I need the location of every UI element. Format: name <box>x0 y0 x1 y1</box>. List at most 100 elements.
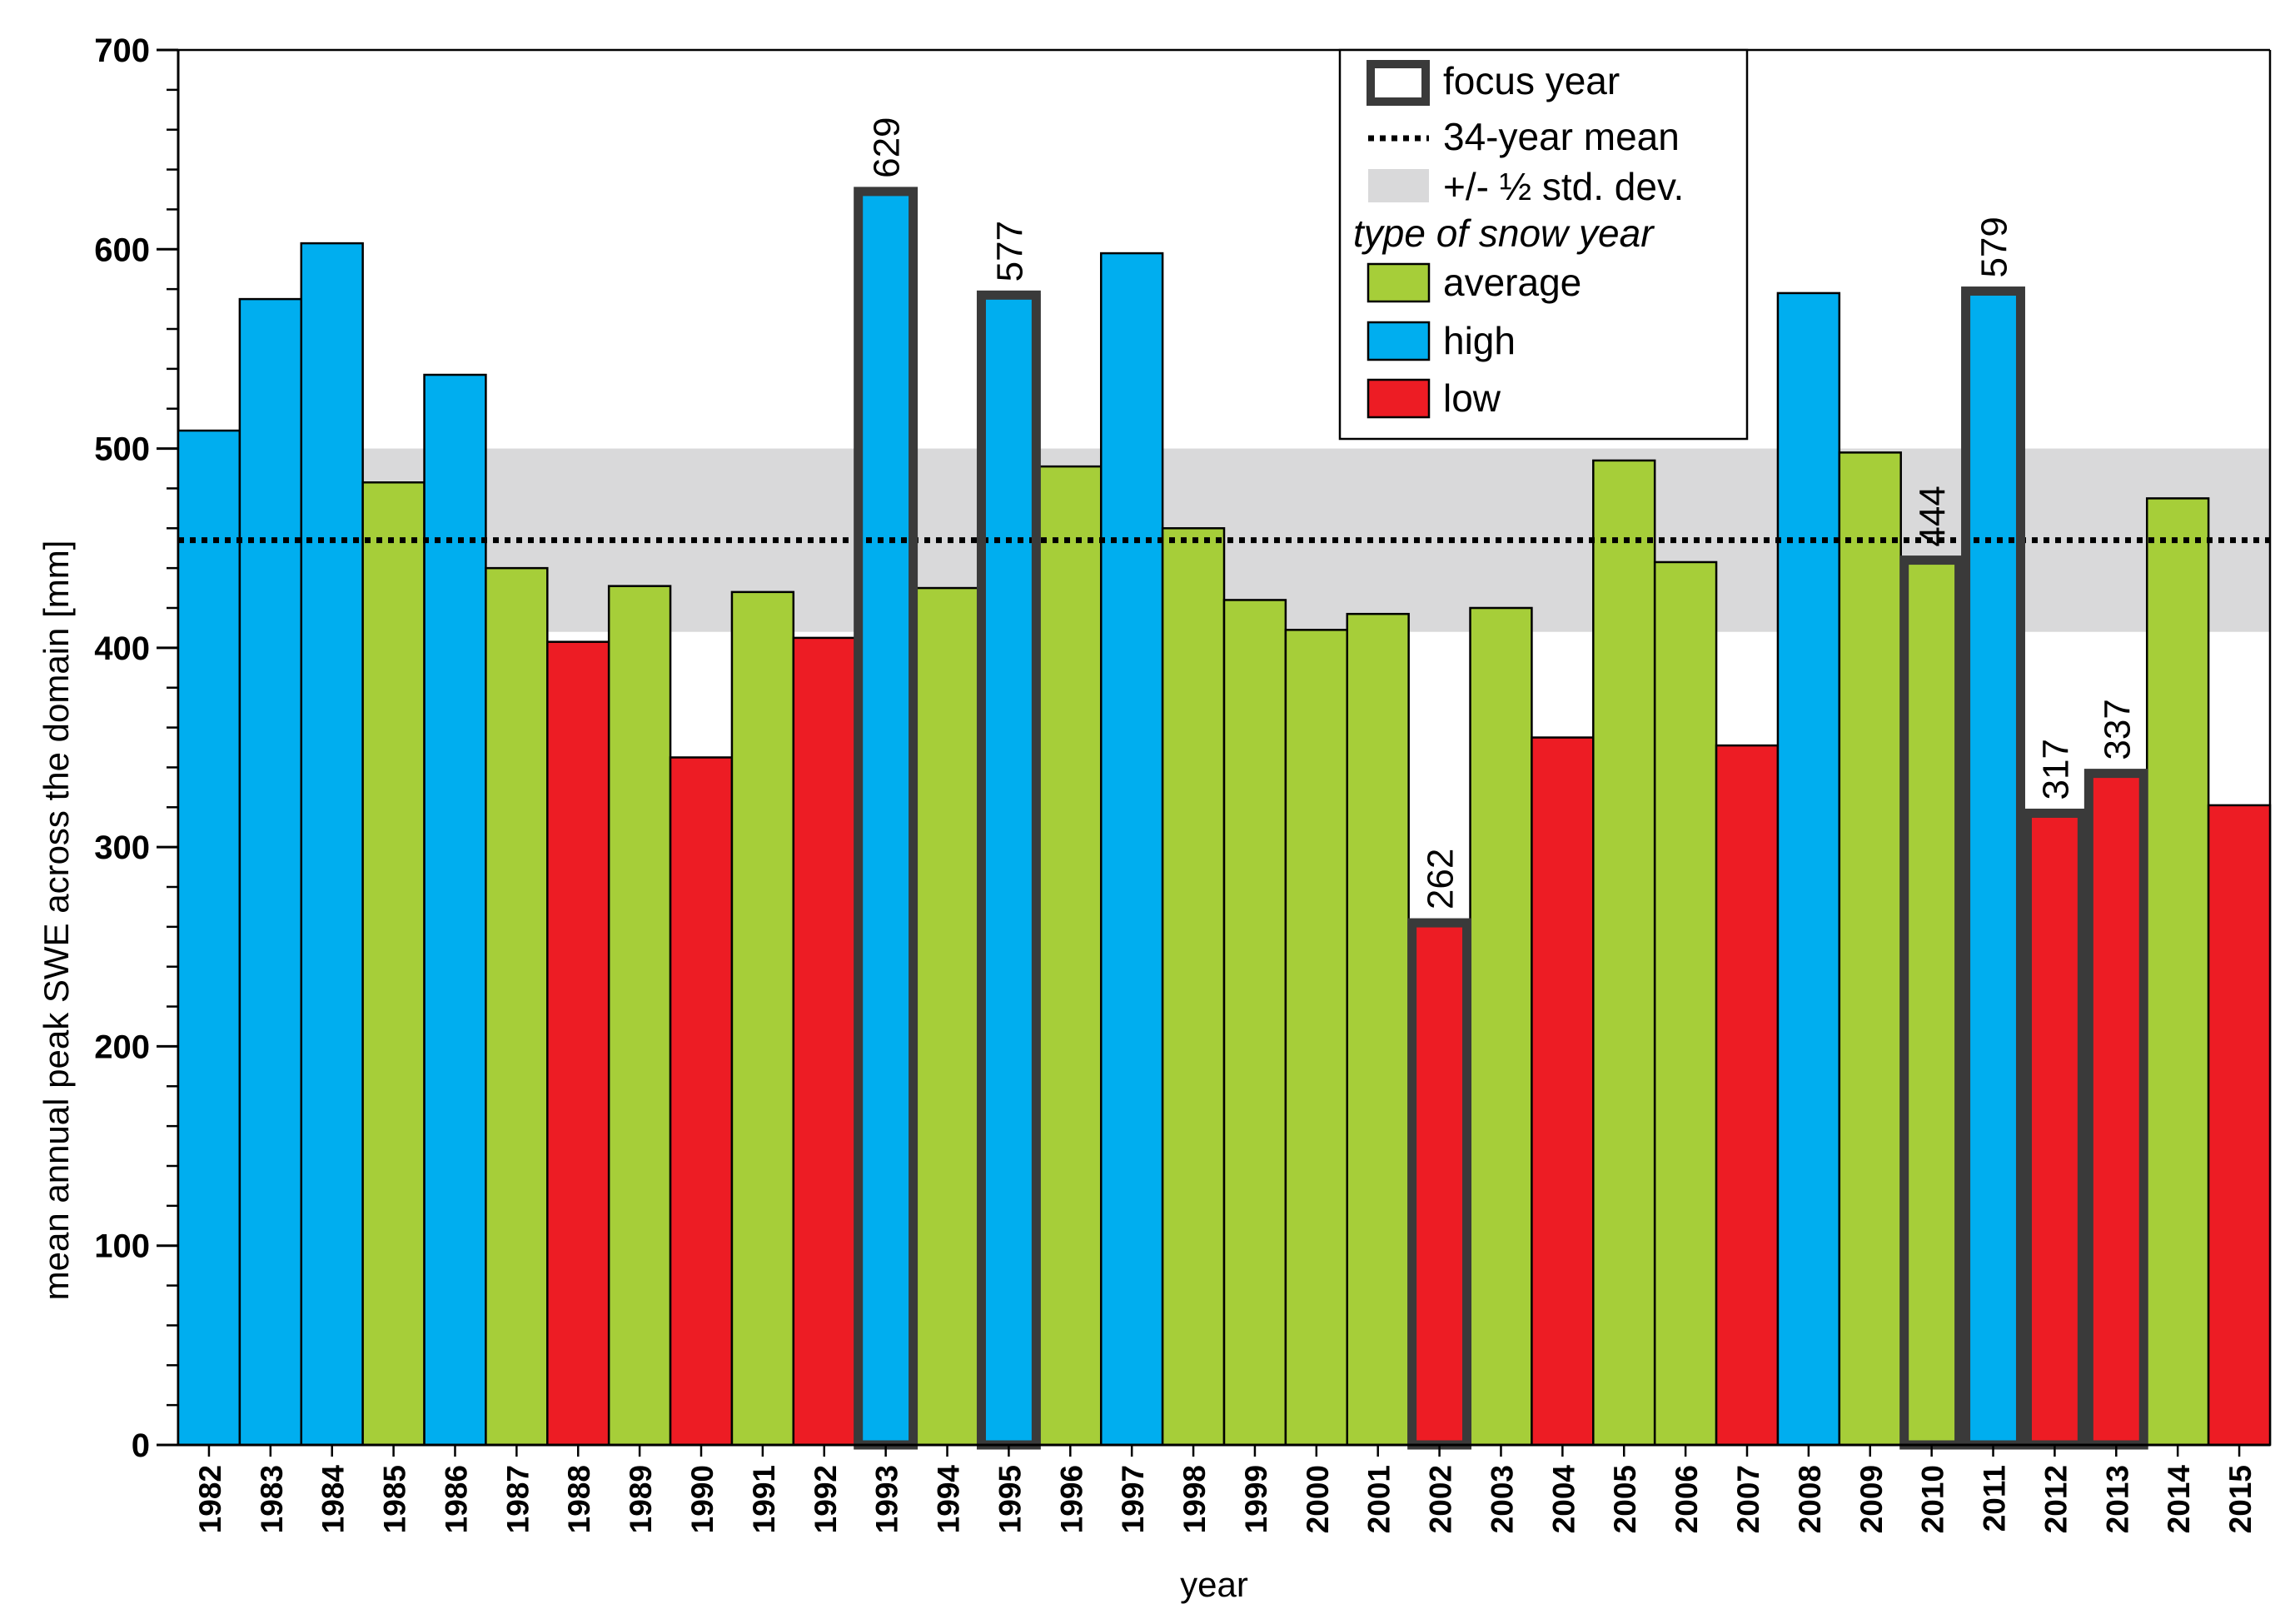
y-tick-label: 300 <box>94 829 150 866</box>
bar-1982 <box>177 429 241 1447</box>
bar-1995 <box>977 294 1041 1447</box>
bar-2000 <box>1284 629 1349 1447</box>
bar-1985 <box>361 481 426 1447</box>
legend-low-swatch <box>1367 378 1431 419</box>
x-tick-label: 1996 <box>1054 1465 1088 1533</box>
bar-2003 <box>1469 606 1533 1447</box>
bar-1996 <box>1038 465 1103 1447</box>
x-tick-label: 1991 <box>747 1465 781 1533</box>
bar-2011 <box>1961 290 2025 1447</box>
bar-1993 <box>854 190 918 1447</box>
legend: focus year 34-year mean +/- ½ std. dev. … <box>1338 48 1749 441</box>
y-tick-label: 400 <box>94 630 150 667</box>
bar-1991 <box>730 590 795 1447</box>
x-tick-label: 2005 <box>1608 1465 1642 1533</box>
focus-value-label-1993: 629 <box>867 117 908 177</box>
x-tick-label: 2010 <box>1916 1465 1950 1533</box>
legend-high-label: high <box>1443 319 1516 362</box>
y-tick-label: 0 <box>132 1427 150 1464</box>
x-tick-label: 2003 <box>1485 1465 1519 1533</box>
bar-2005 <box>1592 459 1656 1447</box>
focus-value-label-2010: 444 <box>1913 486 1954 546</box>
x-tick-label: 1983 <box>255 1465 289 1533</box>
bar-1983 <box>238 297 303 1447</box>
x-tick-label: 2008 <box>1793 1465 1827 1533</box>
legend-band-swatch <box>1368 169 1429 202</box>
legend-band-label: +/- ½ std. dev. <box>1443 165 1684 208</box>
x-tick-label: 2006 <box>1670 1465 1704 1533</box>
x-axis-layer: 1982 1983 1984 1985 1986 1987 1988 1989 1990 1991… <box>178 1443 2270 1534</box>
y-tick-label: 500 <box>94 431 150 468</box>
x-tick-label: 1982 <box>193 1465 227 1533</box>
x-tick-label: 1986 <box>439 1465 473 1533</box>
x-tick-label: 1990 <box>685 1465 719 1533</box>
bar-2012 <box>2023 812 2087 1447</box>
bar-2015 <box>2207 804 2272 1447</box>
x-tick-label: 1999 <box>1239 1465 1273 1533</box>
bar-1997 <box>1099 252 1164 1447</box>
focus-value-label-2013: 337 <box>2097 699 2138 760</box>
y-tick-label: 200 <box>94 1029 150 1065</box>
x-tick-label: 1993 <box>870 1465 904 1533</box>
bar-2013 <box>2084 772 2148 1447</box>
bar-2007 <box>1715 744 1780 1447</box>
x-tick-label: 1987 <box>500 1465 535 1533</box>
legend-box <box>1338 48 1749 441</box>
legend-low-label: low <box>1443 376 1501 420</box>
focus-value-label-2011: 579 <box>1974 217 2015 277</box>
bar-2004 <box>1531 736 1595 1447</box>
legend-average-swatch <box>1367 262 1431 303</box>
legend-high-swatch <box>1367 321 1431 361</box>
bar-2010 <box>1899 559 1964 1447</box>
x-tick-label: 1989 <box>624 1465 658 1533</box>
x-tick-label: 2000 <box>1301 1465 1335 1533</box>
x-tick-label: 2011 <box>1978 1465 2012 1532</box>
focus-value-label-2012: 317 <box>2035 739 2076 800</box>
x-tick-label: 2004 <box>1546 1465 1581 1534</box>
x-tick-label: 1995 <box>993 1465 1027 1533</box>
x-tick-label: 1997 <box>1116 1465 1150 1533</box>
legend-heading: type of snow year <box>1353 212 1655 255</box>
bar-2001 <box>1346 612 1410 1447</box>
bar-1984 <box>300 242 364 1447</box>
bar-1998 <box>1161 527 1226 1447</box>
bar-2002 <box>1407 921 1471 1447</box>
legend-average-label: average <box>1443 261 1581 304</box>
bar-2006 <box>1653 560 1718 1447</box>
bar-2008 <box>1776 291 1841 1447</box>
bar-1989 <box>607 585 672 1447</box>
x-tick-label: 2012 <box>2039 1465 2073 1533</box>
bar-1986 <box>423 373 487 1447</box>
y-tick-label: 100 <box>94 1228 150 1265</box>
bar-2014 <box>2145 497 2210 1447</box>
value-label-layer: 629 577 262 444 579 317 337 <box>867 117 2138 909</box>
bar-1992 <box>792 636 856 1447</box>
legend-focus-swatch <box>1367 60 1430 106</box>
bar-2009 <box>1838 451 1902 1447</box>
bar-1988 <box>546 640 610 1447</box>
x-tick-label: 1994 <box>932 1465 966 1534</box>
y-tick-label: 600 <box>94 232 150 268</box>
bars-layer <box>177 190 2272 1447</box>
x-tick-label: 2007 <box>1731 1465 1765 1533</box>
legend-mean-label: 34-year mean <box>1443 115 1680 158</box>
x-tick-label: 1988 <box>562 1465 596 1533</box>
x-tick-label: 1998 <box>1177 1465 1212 1533</box>
focus-value-label-2002: 262 <box>1421 849 1461 909</box>
x-tick-label: 2001 <box>1362 1465 1396 1533</box>
x-tick-label: 2013 <box>2100 1465 2134 1533</box>
y-tick-label: 700 <box>94 32 150 69</box>
bar-1987 <box>485 566 549 1447</box>
bar-1999 <box>1222 599 1287 1447</box>
y-axis-title: mean annual peak SWE across the domain [… <box>37 541 76 1301</box>
x-tick-label: 1984 <box>316 1465 351 1534</box>
legend-focus-label: focus year <box>1443 59 1620 102</box>
x-tick-label: 2009 <box>1854 1465 1889 1533</box>
focus-value-label-1995: 577 <box>989 221 1030 281</box>
x-tick-label: 2014 <box>2162 1465 2196 1534</box>
x-tick-label: 1985 <box>378 1465 412 1533</box>
x-tick-label: 2015 <box>2223 1465 2258 1533</box>
bar-1994 <box>915 586 979 1447</box>
x-tick-label: 2002 <box>1424 1465 1458 1533</box>
